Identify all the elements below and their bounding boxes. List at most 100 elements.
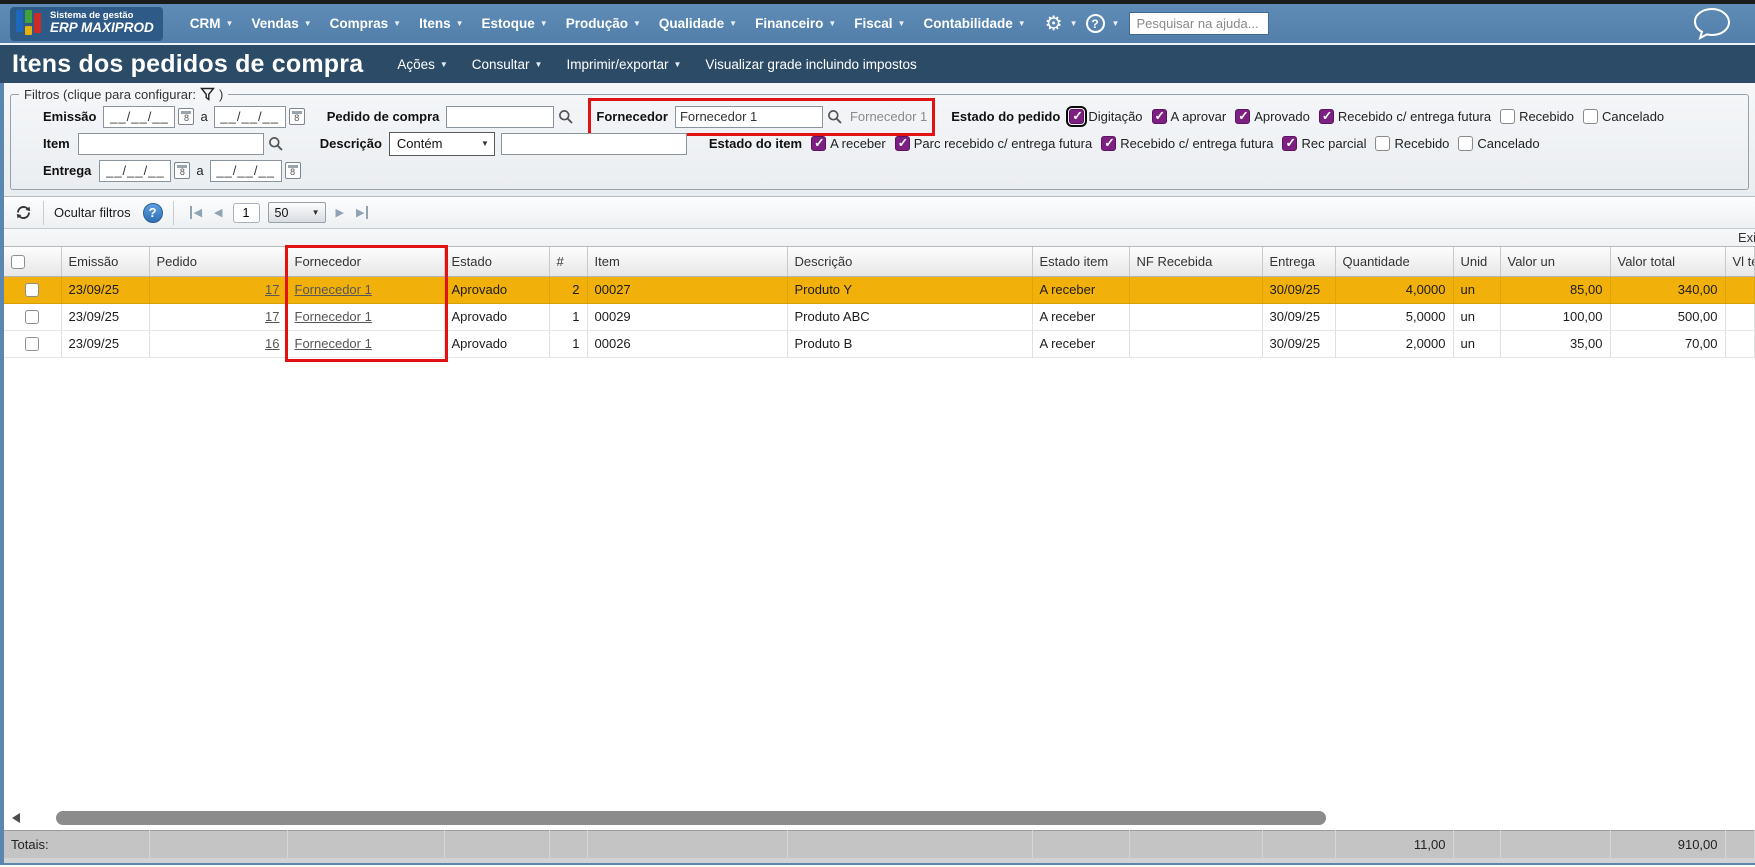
entrega-to-input[interactable] bbox=[209, 159, 282, 182]
col-estado[interactable]: Estado bbox=[444, 247, 550, 277]
descricao-input[interactable] bbox=[500, 132, 687, 155]
first-page-icon[interactable]: ◀ bbox=[189, 206, 202, 219]
menu-imprimir-exportar[interactable]: Imprimir/exportar ▼ bbox=[566, 57, 681, 72]
funnel-icon[interactable] bbox=[200, 87, 215, 102]
emissao-from-input[interactable] bbox=[103, 105, 176, 128]
fornecedor-link[interactable]: Fornecedor 1 bbox=[294, 282, 372, 297]
estado-item-recebido-entrega-futura[interactable]: Recebido c/ entrega futura bbox=[1101, 135, 1273, 151]
page-size-select[interactable]: 50 ▼ bbox=[267, 202, 326, 223]
col-pedido[interactable]: Pedido bbox=[149, 247, 288, 277]
chat-bubble-icon[interactable] bbox=[1691, 6, 1733, 42]
horizontal-scrollbar[interactable] bbox=[4, 806, 1755, 830]
last-page-icon[interactable]: ▶ bbox=[356, 206, 369, 219]
next-page-icon[interactable]: ▶ bbox=[335, 207, 344, 219]
estado-pedido-recebido[interactable]: Recebido bbox=[1500, 109, 1574, 124]
col-estado-item[interactable]: Estado item bbox=[1032, 247, 1130, 277]
col-valor-un[interactable]: Valor un bbox=[1500, 247, 1611, 277]
checkbox-unchecked-icon[interactable] bbox=[1583, 109, 1598, 124]
checkbox-checked-icon[interactable] bbox=[1151, 108, 1167, 124]
table-row[interactable]: 23/09/25 17 Fornecedor 1 Aprovado 2 0002… bbox=[4, 276, 1755, 304]
nav-menu-producao[interactable]: Produção ▼ bbox=[566, 16, 641, 31]
prev-page-icon[interactable]: ◀ bbox=[214, 207, 223, 219]
scrollbar-thumb[interactable] bbox=[56, 810, 1326, 825]
estado-pedido-recebido-entrega-futura[interactable]: Recebido c/ entrega futura bbox=[1318, 108, 1491, 124]
col-emissao[interactable]: Emissão bbox=[61, 247, 150, 277]
checkbox-unchecked-icon[interactable] bbox=[1375, 136, 1391, 151]
fornecedor-link[interactable]: Fornecedor 1 bbox=[294, 309, 372, 324]
search-icon[interactable] bbox=[558, 109, 574, 125]
checkbox-unchecked-icon[interactable] bbox=[1458, 136, 1474, 151]
pedido-link[interactable]: 17 bbox=[265, 309, 280, 324]
nav-menu-qualidade[interactable]: Qualidade ▼ bbox=[659, 16, 737, 31]
checkbox-checked-icon[interactable] bbox=[1101, 135, 1117, 151]
pedido-compra-input[interactable] bbox=[446, 105, 555, 128]
row-checkbox[interactable] bbox=[25, 310, 40, 325]
estado-pedido-aprovado[interactable]: Aprovado bbox=[1235, 108, 1310, 124]
calendar-icon[interactable] bbox=[284, 162, 301, 179]
nav-menu-contabilidade[interactable]: Contabilidade ▼ bbox=[923, 16, 1025, 31]
col-vl-total-clipped[interactable]: Vl te bbox=[1725, 247, 1755, 277]
select-all-checkbox[interactable] bbox=[11, 255, 25, 270]
scroll-left-icon[interactable] bbox=[12, 812, 20, 823]
page-number-input[interactable] bbox=[232, 202, 260, 223]
calendar-icon[interactable] bbox=[288, 108, 305, 125]
descricao-operator-select[interactable]: Contém ▼ bbox=[388, 131, 495, 156]
item-input[interactable] bbox=[77, 132, 264, 155]
col-item[interactable]: Item bbox=[587, 247, 788, 277]
menu-consultar[interactable]: Consultar ▼ bbox=[472, 57, 543, 72]
emissao-to-input[interactable] bbox=[213, 105, 286, 128]
col-fornecedor[interactable]: Fornecedor bbox=[287, 247, 445, 277]
table-row[interactable]: 23/09/25 16 Fornecedor 1 Aprovado 1 0002… bbox=[4, 330, 1755, 358]
nav-menu-vendas[interactable]: Vendas ▼ bbox=[251, 16, 311, 31]
app-logo[interactable]: Sistema de gestão ERP MAXIPROD bbox=[10, 6, 163, 41]
checkbox-checked-icon[interactable] bbox=[1235, 108, 1251, 124]
search-icon[interactable] bbox=[268, 136, 284, 152]
menu-visualizar-grade[interactable]: Visualizar grade incluindo impostos bbox=[705, 57, 916, 72]
chevron-down-icon[interactable]: ▼ bbox=[1111, 19, 1120, 28]
checkbox-checked-icon[interactable] bbox=[894, 135, 910, 151]
checkbox-checked-icon[interactable] bbox=[811, 135, 827, 151]
calendar-icon[interactable] bbox=[178, 108, 195, 125]
fornecedor-input[interactable] bbox=[674, 105, 823, 128]
calendar-icon[interactable] bbox=[174, 162, 191, 179]
col-entrega[interactable]: Entrega bbox=[1262, 247, 1336, 277]
nav-menu-itens[interactable]: Itens ▼ bbox=[419, 16, 463, 31]
estado-item-rec-parcial[interactable]: Rec parcial bbox=[1282, 135, 1366, 151]
row-checkbox[interactable] bbox=[25, 337, 40, 352]
col-nf-recebida[interactable]: NF Recebida bbox=[1129, 247, 1263, 277]
checkbox-unchecked-icon[interactable] bbox=[1500, 109, 1516, 124]
nav-menu-compras[interactable]: Compras ▼ bbox=[330, 16, 401, 31]
nav-menu-estoque[interactable]: Estoque ▼ bbox=[482, 16, 548, 31]
estado-pedido-a-aprovar[interactable]: A aprovar bbox=[1151, 108, 1226, 124]
nav-menu-financeiro[interactable]: Financeiro ▼ bbox=[755, 16, 836, 31]
help-icon[interactable]: ? bbox=[142, 202, 163, 223]
search-icon[interactable] bbox=[827, 109, 843, 125]
checkbox-checked-icon[interactable] bbox=[1066, 106, 1088, 127]
help-search-input[interactable] bbox=[1129, 12, 1270, 35]
col-num[interactable]: # bbox=[549, 247, 588, 277]
gear-icon[interactable]: ⚙ bbox=[1044, 13, 1063, 35]
col-descricao[interactable]: Descrição bbox=[787, 247, 1033, 277]
entrega-from-input[interactable] bbox=[99, 159, 172, 182]
col-valor-total[interactable]: Valor total bbox=[1610, 247, 1726, 277]
estado-item-parc-recebido[interactable]: Parc recebido c/ entrega futura bbox=[894, 135, 1092, 151]
estado-item-a-receber[interactable]: A receber bbox=[811, 135, 886, 151]
table-row[interactable]: 23/09/25 17 Fornecedor 1 Aprovado 1 0002… bbox=[4, 303, 1755, 331]
filters-legend[interactable]: Filtros (clique para configurar: ) bbox=[19, 87, 228, 102]
estado-pedido-cancelado[interactable]: Cancelado bbox=[1583, 109, 1664, 124]
nav-menu-crm[interactable]: CRM ▼ bbox=[190, 16, 234, 31]
col-quantidade[interactable]: Quantidade bbox=[1335, 247, 1454, 277]
help-icon[interactable]: ? bbox=[1085, 14, 1105, 33]
fornecedor-link[interactable]: Fornecedor 1 bbox=[294, 336, 372, 351]
nav-menu-fiscal[interactable]: Fiscal ▼ bbox=[854, 16, 905, 31]
pedido-link[interactable]: 16 bbox=[265, 336, 280, 351]
chevron-down-icon[interactable]: ▼ bbox=[1069, 19, 1078, 28]
estado-pedido-digitacao[interactable]: Digitação bbox=[1066, 106, 1143, 127]
col-unid[interactable]: Unid bbox=[1453, 247, 1501, 277]
estado-item-cancelado[interactable]: Cancelado bbox=[1458, 136, 1540, 151]
pedido-link[interactable]: 17 bbox=[265, 282, 280, 297]
hide-filters-button[interactable]: Ocultar filtros bbox=[54, 205, 131, 220]
estado-item-recebido[interactable]: Recebido bbox=[1375, 136, 1449, 151]
menu-acoes[interactable]: Ações ▼ bbox=[397, 57, 447, 72]
checkbox-checked-icon[interactable] bbox=[1282, 135, 1298, 151]
